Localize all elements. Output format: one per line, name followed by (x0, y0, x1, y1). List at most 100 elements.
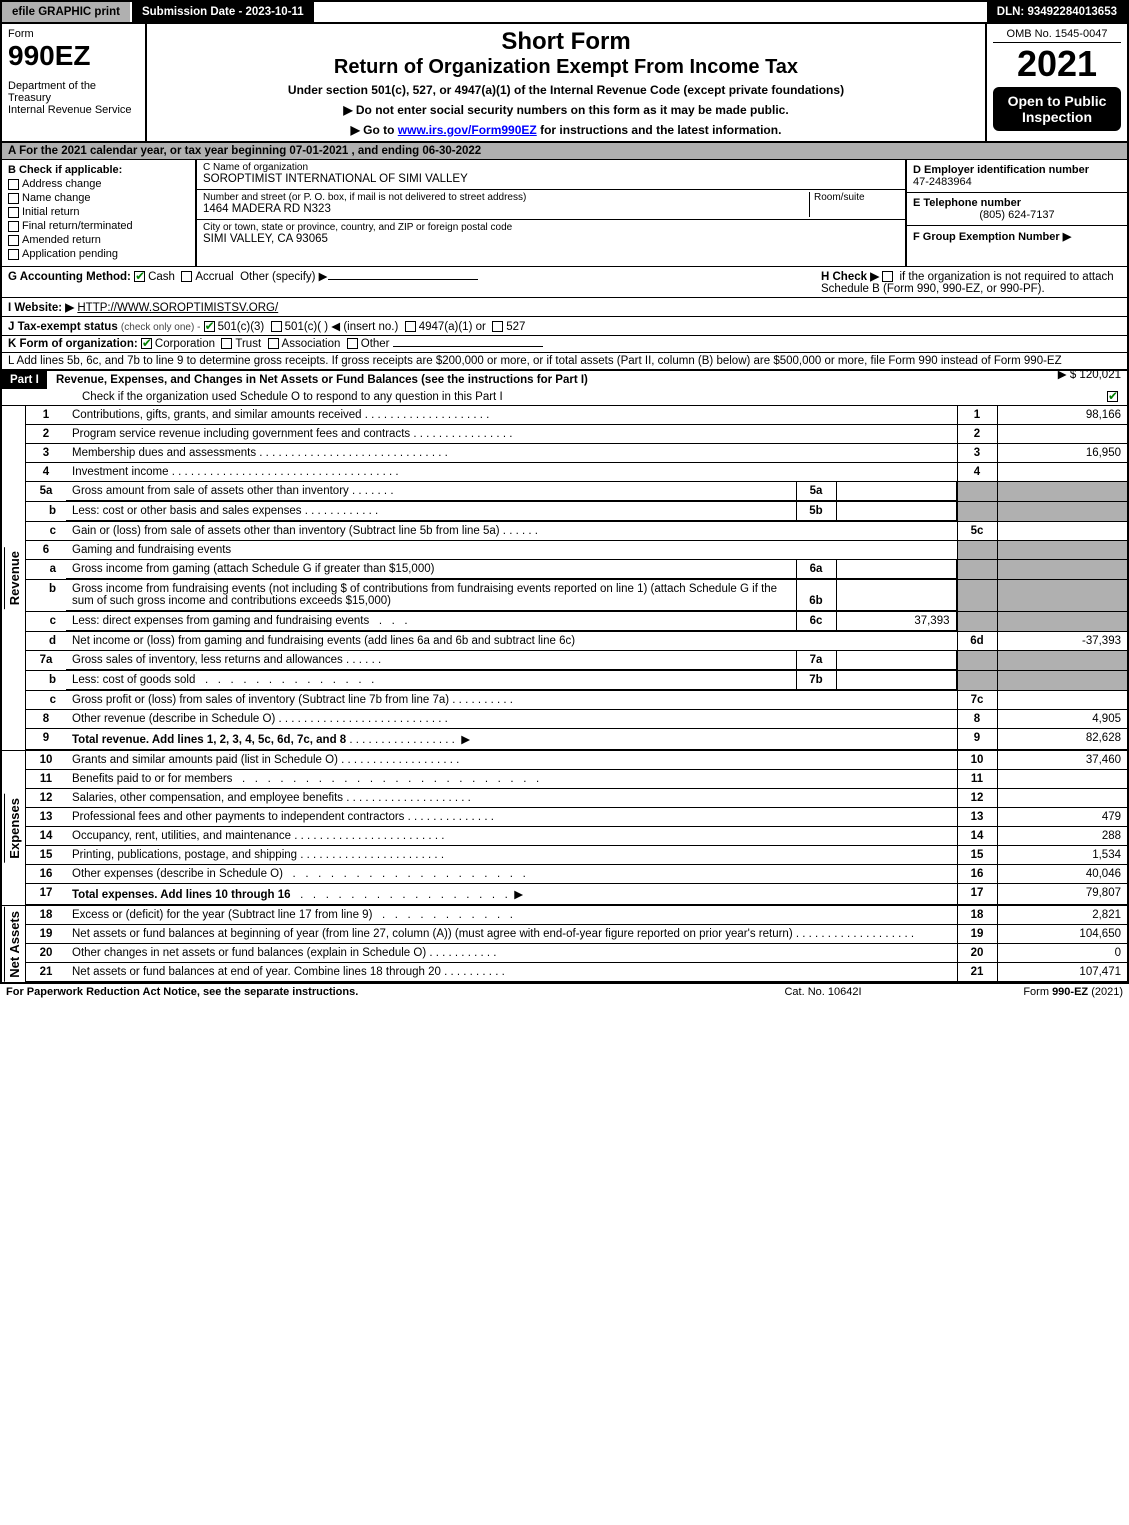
opt-527: 527 (506, 321, 525, 333)
cb-amended-return[interactable]: Amended return (8, 234, 189, 246)
table-row: cGain or (loss) from sale of assets othe… (26, 522, 1127, 541)
box-def: D Employer identification number 47-2483… (907, 160, 1127, 266)
table-row: 18Excess or (deficit) for the year (Subt… (26, 906, 1127, 925)
efile-print-button[interactable]: efile GRAPHIC print (2, 2, 132, 22)
cb-initial-return[interactable]: Initial return (8, 206, 189, 218)
table-row: 1Contributions, gifts, grants, and simil… (26, 406, 1127, 425)
table-row: 21Net assets or fund balances at end of … (26, 963, 1127, 982)
table-row: 17Total expenses. Add lines 10 through 1… (26, 884, 1127, 905)
part1-header-row: Part I Revenue, Expenses, and Changes in… (0, 371, 1129, 406)
cb-schedule-b[interactable] (882, 271, 893, 282)
page-footer: For Paperwork Reduction Act Notice, see … (0, 984, 1129, 1002)
form-org-label: K Form of organization: (8, 338, 138, 350)
opt-corporation: Corporation (155, 338, 215, 350)
table-row: 13Professional fees and other payments t… (26, 808, 1127, 827)
header-right: OMB No. 1545-0047 2021 Open to Public In… (987, 24, 1127, 141)
title-under-section: Under section 501(c), 527, or 4947(a)(1)… (153, 83, 979, 97)
form-number: 990EZ (8, 40, 139, 72)
other-label: Other (specify) ▶ (240, 271, 327, 283)
table-row: bGross income from fundraising events (n… (26, 580, 1127, 612)
cb-schedule-o[interactable] (1107, 391, 1118, 402)
ein-label: D Employer identification number (913, 164, 1121, 176)
org-info-block: B Check if applicable: Address change Na… (0, 160, 1129, 267)
table-row: bLess: cost of goods sold . . . . . . . … (26, 671, 1127, 691)
revenue-section: Revenue 1Contributions, gifts, grants, a… (0, 406, 1129, 751)
website-label: I Website: ▶ (8, 302, 74, 314)
part1-check-row: Check if the organization used Schedule … (2, 389, 1127, 405)
group-exemption-label: F Group Exemption Number ▶ (913, 231, 1071, 243)
netassets-table: 18Excess or (deficit) for the year (Subt… (26, 906, 1127, 982)
cb-other-org[interactable] (347, 338, 358, 349)
org-name-value: SOROPTIMIST INTERNATIONAL OF SIMI VALLEY (203, 173, 899, 185)
org-street-row: Number and street (or P. O. box, if mail… (197, 190, 905, 220)
box-f: F Group Exemption Number ▶ (907, 226, 1127, 247)
line-l-text: L Add lines 5b, 6c, and 7b to line 9 to … (8, 355, 1062, 367)
cb-accrual[interactable] (181, 271, 192, 282)
footer-center: Cat. No. 10642I (723, 986, 923, 998)
cb-4947[interactable] (405, 321, 416, 332)
website-link[interactable]: HTTP://WWW.SOROPTIMISTSV.ORG/ (77, 302, 278, 314)
table-row: aGross income from gaming (attach Schedu… (26, 560, 1127, 580)
box-d: D Employer identification number 47-2483… (907, 160, 1127, 193)
opt-501c: 501(c)( ) ◀ (insert no.) (285, 321, 399, 333)
city-label: City or town, state or province, country… (203, 222, 899, 233)
box-e: E Telephone number (805) 624-7137 (907, 193, 1127, 226)
dln-badge: DLN: 93492284013653 (987, 2, 1127, 22)
irs-link[interactable]: www.irs.gov/Form990EZ (398, 123, 537, 137)
table-row: bLess: cost or other basis and sales exp… (26, 502, 1127, 522)
table-row: 2Program service revenue including gover… (26, 425, 1127, 444)
cb-name-change[interactable]: Name change (8, 192, 189, 204)
cb-cash[interactable] (134, 271, 145, 282)
cb-501c3[interactable] (204, 321, 215, 332)
cb-trust[interactable] (221, 338, 232, 349)
note-goto-pre: ▶ Go to (351, 123, 398, 137)
table-row: dNet income or (loss) from gaming and fu… (26, 632, 1127, 651)
box-b-label: B Check if applicable: (8, 164, 189, 176)
other-org-input[interactable] (393, 346, 543, 347)
cash-label: Cash (148, 271, 175, 283)
header-center: Short Form Return of Organization Exempt… (147, 24, 987, 141)
cb-association[interactable] (268, 338, 279, 349)
accrual-label: Accrual (195, 271, 233, 283)
other-specify-input[interactable] (328, 279, 478, 280)
table-row: 4Investment income . . . . . . . . . . .… (26, 463, 1127, 482)
table-row: 7aGross sales of inventory, less returns… (26, 651, 1127, 671)
submission-date-badge: Submission Date - 2023-10-11 (132, 2, 316, 22)
table-row: 19Net assets or fund balances at beginni… (26, 925, 1127, 944)
table-row: 6Gaming and fundraising events (26, 541, 1127, 560)
line-g-h: G Accounting Method: Cash Accrual Other … (0, 267, 1129, 298)
street-value: 1464 MADERA RD N323 (203, 203, 809, 215)
title-short-form: Short Form (153, 28, 979, 56)
note-goto: ▶ Go to www.irs.gov/Form990EZ for instru… (153, 123, 979, 137)
note-no-ssn: ▶ Do not enter social security numbers o… (153, 103, 979, 117)
table-row: 10Grants and similar amounts paid (list … (26, 751, 1127, 770)
expenses-section: Expenses 10Grants and similar amounts pa… (0, 751, 1129, 906)
department-label: Department of the Treasury Internal Reve… (8, 80, 139, 116)
line-j: J Tax-exempt status (check only one) - 5… (0, 317, 1129, 336)
cb-final-return[interactable]: Final return/terminated (8, 220, 189, 232)
part1-title: Revenue, Expenses, and Changes in Net As… (50, 371, 594, 389)
expenses-table: 10Grants and similar amounts paid (list … (26, 751, 1127, 905)
table-row: 3Membership dues and assessments . . . .… (26, 444, 1127, 463)
street-label: Number and street (or P. O. box, if mail… (203, 192, 809, 203)
line-k: K Form of organization: Corporation Trus… (0, 336, 1129, 353)
netassets-vert-label: Net Assets (2, 906, 26, 982)
table-row: 20Other changes in net assets or fund ba… (26, 944, 1127, 963)
cb-address-change[interactable]: Address change (8, 178, 189, 190)
opt-4947: 4947(a)(1) or (419, 321, 486, 333)
cb-application-pending[interactable]: Application pending (8, 248, 189, 260)
table-row: cLess: direct expenses from gaming and f… (26, 612, 1127, 632)
part1-badge: Part I (2, 371, 47, 389)
room-label: Room/suite (814, 192, 899, 203)
footer-right: Form 990-EZ (2021) (923, 986, 1123, 998)
cb-527[interactable] (492, 321, 503, 332)
cb-corporation[interactable] (141, 338, 152, 349)
cb-501c[interactable] (271, 321, 282, 332)
net-assets-section: Net Assets 18Excess or (deficit) for the… (0, 906, 1129, 984)
opt-trust: Trust (235, 338, 261, 350)
line-i: I Website: ▶ HTTP://WWW.SOROPTIMISTSV.OR… (0, 298, 1129, 317)
opt-association: Association (282, 338, 341, 350)
table-row: 5aGross amount from sale of assets other… (26, 482, 1127, 502)
footer-left: For Paperwork Reduction Act Notice, see … (6, 986, 723, 998)
line-a-tax-year: A For the 2021 calendar year, or tax yea… (0, 143, 1129, 160)
